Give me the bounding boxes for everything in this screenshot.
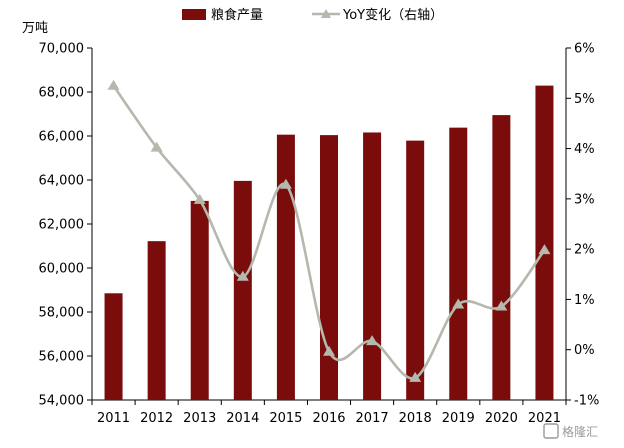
yoy-point: [495, 300, 508, 311]
left-tick-label: 66,000: [39, 130, 85, 145]
bar: [104, 293, 123, 400]
left-tick-label: 64,000: [39, 174, 85, 189]
right-tick-label: 0%: [574, 343, 595, 358]
watermark: 格隆汇: [543, 423, 598, 439]
line-series: [107, 79, 551, 382]
x-tick-label: 2015: [269, 411, 302, 426]
x-tick-label: 2013: [183, 411, 216, 426]
yoy-point: [538, 244, 551, 255]
right-tick-label: 1%: [574, 293, 595, 308]
bar: [406, 140, 425, 400]
bar: [363, 132, 382, 401]
yoy-point: [409, 371, 422, 382]
gelonghui-logo-icon: [543, 423, 559, 439]
left-tick-label: 58,000: [39, 306, 85, 321]
bar: [449, 127, 468, 400]
x-tick-label: 2011: [97, 411, 130, 426]
bar-series: [104, 85, 554, 401]
yoy-point: [107, 79, 120, 90]
x-tick-label: 2012: [140, 411, 173, 426]
right-tick-label: 4%: [574, 142, 595, 157]
yoy-point: [279, 178, 292, 189]
legend-bar-swatch: [182, 9, 206, 20]
legend: 粮食产量 YoY变化（右轴）: [182, 7, 443, 23]
x-tick-label: 2019: [442, 411, 475, 426]
bar: [233, 180, 252, 400]
yoy-point: [452, 298, 465, 309]
x-tick-label: 2020: [485, 411, 518, 426]
legend-bar-label: 粮食产量: [211, 7, 263, 23]
x-tick-label: 2014: [226, 411, 259, 426]
y-axis-unit-label: 万吨: [22, 21, 48, 36]
yoy-point: [236, 270, 249, 281]
left-tick-label: 68,000: [39, 86, 85, 101]
right-tick-label: 6%: [574, 42, 595, 57]
left-tick-label: 60,000: [39, 262, 85, 277]
yoy-point: [323, 345, 335, 356]
bar: [535, 85, 554, 401]
x-tick-label: 2017: [356, 411, 389, 426]
left-tick-label: 62,000: [39, 218, 85, 233]
bar: [190, 200, 209, 400]
x-tick-label: 2018: [399, 411, 432, 426]
right-tick-label: 2%: [574, 243, 595, 258]
left-tick-label: 70,000: [39, 42, 85, 57]
left-tick-label: 56,000: [39, 350, 85, 365]
yoy-point: [193, 193, 206, 204]
watermark-text: 格隆汇: [562, 424, 598, 439]
right-tick-label: 5%: [574, 92, 595, 107]
x-tick-label: 2021: [528, 411, 561, 426]
legend-line-label: YoY变化（右轴）: [342, 7, 443, 23]
bar: [320, 135, 338, 400]
bar: [276, 134, 295, 400]
right-tick-label: 3%: [574, 192, 595, 207]
left-tick-label: 54,000: [39, 394, 85, 409]
tick-labels: 54,000 56,000 58,000 60,000 62,000 64,000 66,0…: [39, 42, 600, 427]
yoy-point: [366, 335, 379, 346]
right-tick-label: -1%: [574, 394, 599, 409]
bar: [147, 241, 166, 400]
legend-line-marker: [321, 9, 331, 18]
yoy-point: [150, 141, 163, 152]
x-tick-label: 2016: [312, 411, 345, 426]
bar: [492, 115, 511, 400]
